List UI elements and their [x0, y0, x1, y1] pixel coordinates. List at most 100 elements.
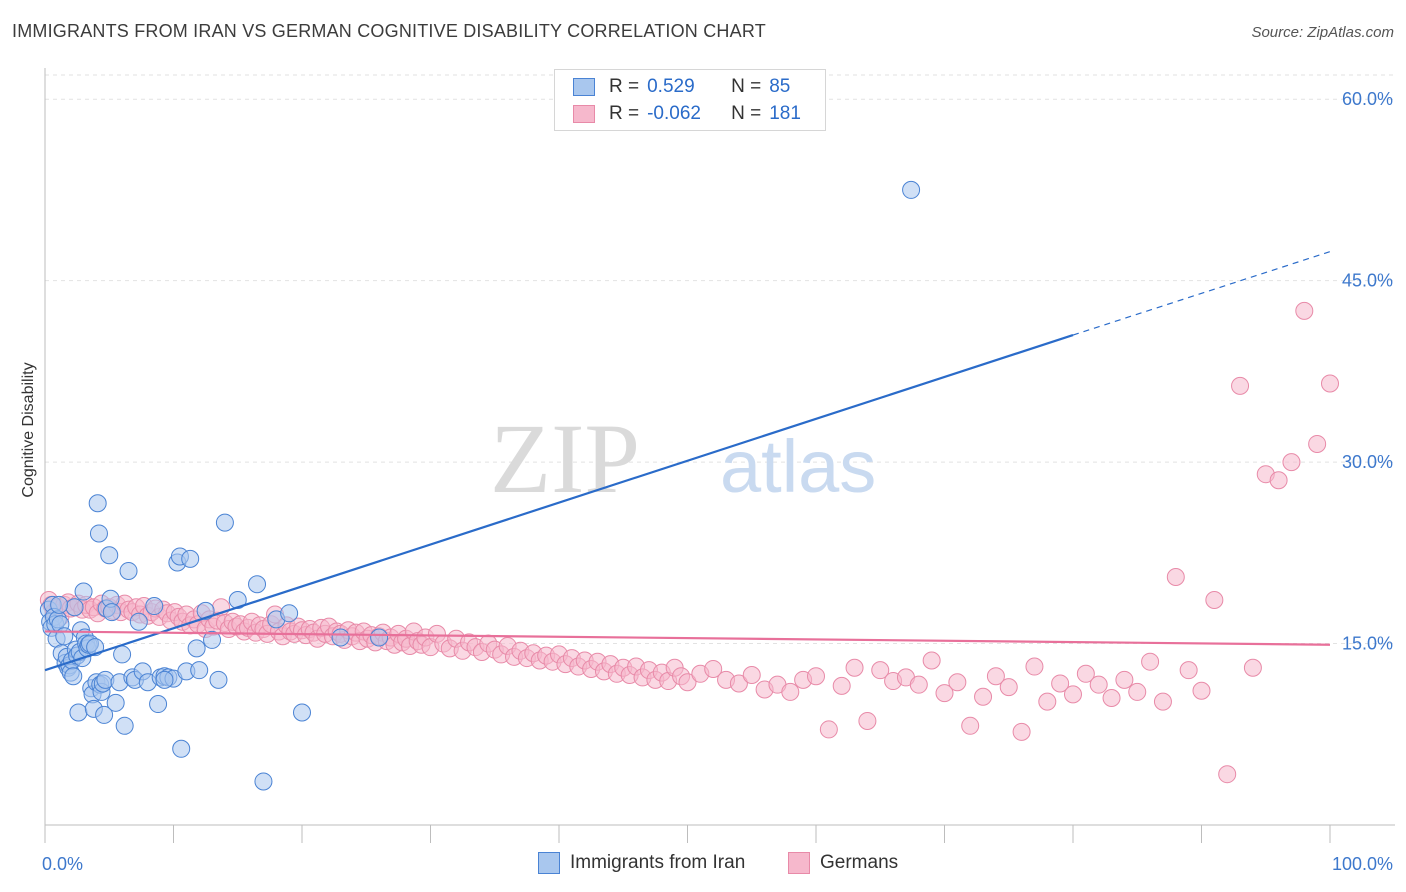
germans-point	[1205, 591, 1224, 609]
germans-point	[845, 658, 864, 677]
germans-point	[1141, 652, 1160, 671]
iran-point	[280, 604, 299, 623]
iran-point	[95, 705, 114, 724]
iran-point	[248, 575, 267, 594]
iran-point	[196, 601, 215, 620]
germans-point	[1153, 692, 1172, 711]
legend-r-label: R =	[609, 103, 640, 124]
germans-point	[807, 667, 825, 686]
y-tick-label: 60.0%	[1342, 89, 1393, 109]
germans-point	[1282, 453, 1301, 472]
germans-point	[909, 675, 928, 694]
legend-label-germans: Germans	[820, 852, 899, 873]
iran-point	[64, 667, 83, 686]
iran-point	[119, 561, 138, 580]
iran-point	[187, 639, 206, 658]
germans-point	[948, 673, 967, 692]
germans-point	[871, 661, 890, 680]
germans-points	[39, 301, 1339, 784]
legend-r-value: -0.062	[647, 103, 701, 124]
germans-point	[1308, 434, 1327, 453]
iran-point	[293, 703, 311, 722]
germans-point	[935, 684, 954, 703]
legend-swatch-pink	[573, 105, 595, 123]
germans-point	[858, 711, 877, 730]
germans-trend-line	[44, 630, 1331, 646]
iran-point	[115, 716, 134, 735]
germans-point	[1231, 376, 1250, 395]
germans-point	[999, 678, 1018, 697]
iran-point	[129, 612, 148, 631]
legend-item-iran[interactable]: Immigrants from Iran	[538, 852, 745, 874]
y-tick-label: 45.0%	[1342, 271, 1393, 291]
iran-point	[370, 628, 389, 647]
watermark: ZIP atlas	[490, 403, 876, 514]
germans-point	[1025, 657, 1044, 676]
iran-point	[74, 582, 93, 601]
germans-point	[1321, 374, 1339, 393]
iran-point	[88, 494, 107, 513]
iran-point	[254, 772, 273, 791]
axes	[44, 68, 1395, 843]
germans-point	[819, 720, 838, 739]
iran-point	[209, 670, 228, 689]
germans-point	[974, 687, 993, 706]
iran-points	[39, 180, 921, 791]
iran-point	[50, 595, 69, 614]
iran-point	[69, 703, 88, 722]
watermark-atlas: atlas	[720, 425, 876, 508]
iran-point	[331, 628, 350, 647]
iran-trend-line	[44, 334, 1074, 672]
germans-point	[961, 716, 980, 735]
iran-point	[215, 513, 234, 532]
series-legend: Immigrants from Iran Germans	[0, 852, 1406, 878]
iran-point	[172, 739, 191, 758]
germans-point	[1115, 670, 1134, 689]
germans-point	[1102, 688, 1121, 707]
germans-point	[1128, 682, 1147, 701]
x-tick-label: 0.0%	[42, 854, 83, 874]
germans-point	[704, 659, 723, 678]
iran-point	[155, 670, 174, 689]
germans-point	[1076, 664, 1095, 683]
y-tick-label: 30.0%	[1342, 452, 1393, 472]
iran-point	[102, 603, 121, 622]
legend-n-label: N =	[731, 76, 762, 97]
chart-title: IMMIGRANTS FROM IRAN VS GERMAN COGNITIVE…	[12, 21, 766, 41]
germans-point	[1269, 471, 1288, 490]
legend-r-value: 0.529	[647, 76, 695, 97]
legend-row-germans: R = -0.062 N = 181	[573, 101, 801, 127]
correlation-legend: R = 0.529 N = 85 R = -0.062 N = 181	[554, 69, 826, 131]
legend-r-label: R =	[609, 76, 640, 97]
legend-item-germans[interactable]: Germans	[788, 852, 898, 874]
source-label: Source: ZipAtlas.com	[1251, 24, 1394, 41]
iran-point	[113, 645, 132, 664]
germans-point	[1038, 692, 1057, 711]
legend-row-iran: R = 0.529 N = 85	[573, 74, 790, 100]
legend-swatch-germans	[788, 852, 810, 874]
x-tick-label: 100.0%	[1332, 854, 1393, 874]
legend-label-iran: Immigrants from Iran	[570, 852, 746, 873]
germans-point	[986, 667, 1005, 686]
iran-point	[100, 546, 119, 565]
iran-point	[65, 598, 84, 617]
germans-point	[1064, 685, 1082, 704]
germans-point	[1166, 568, 1185, 587]
germans-point	[1218, 765, 1237, 784]
legend-swatch-iran	[538, 852, 560, 874]
y-tick-label: 15.0%	[1342, 634, 1393, 654]
iran-point	[149, 695, 168, 714]
germans-point	[1012, 722, 1031, 741]
germans-point	[742, 666, 761, 684]
watermark-zip: ZIP	[490, 403, 640, 514]
iran-point	[902, 180, 921, 199]
germans-point	[1295, 301, 1314, 320]
iran-point	[181, 549, 200, 568]
germans-point	[1051, 674, 1070, 693]
germans-point	[1179, 661, 1198, 680]
germans-point	[922, 651, 941, 670]
iran-point	[55, 627, 74, 646]
germans-point	[1192, 681, 1211, 700]
iran-point	[203, 630, 222, 649]
iran-point	[145, 597, 164, 616]
